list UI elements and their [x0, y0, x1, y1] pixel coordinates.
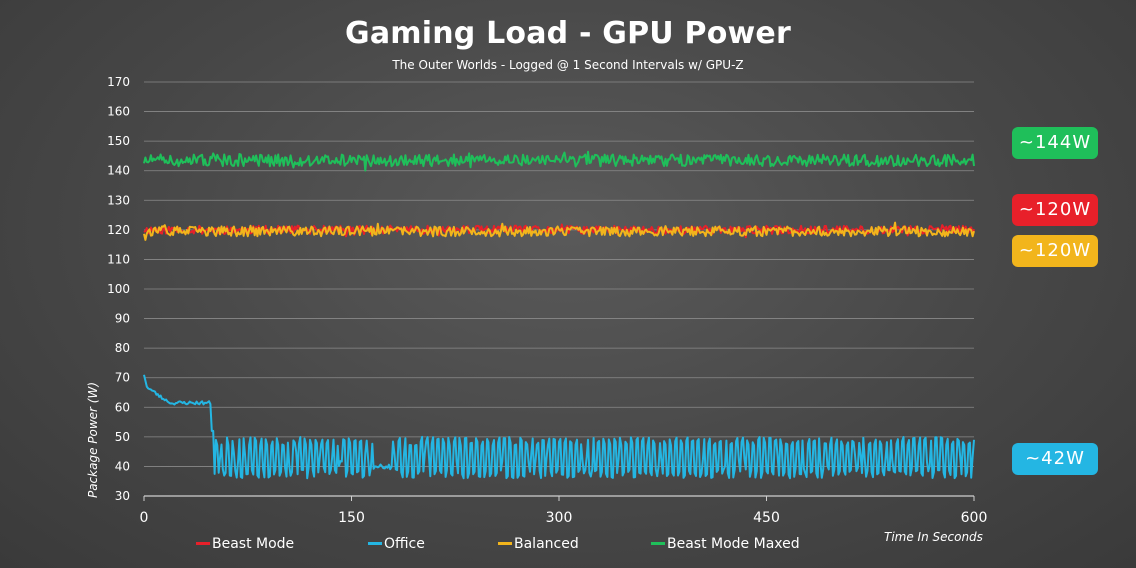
grid-lines [144, 81, 974, 497]
x-axis-title: Time In Seconds [884, 530, 983, 544]
annotation-badge-office: ~42W [1012, 443, 1098, 475]
legend-label: Beast Mode Maxed [667, 536, 800, 552]
x-tick-label: 600 [961, 510, 988, 526]
y-tick-label: 160 [107, 105, 130, 119]
series-line-office [143, 374, 975, 480]
series-line-beast-mode-maxed [143, 150, 975, 172]
y-tick-label: 50 [115, 430, 130, 444]
y-tick-label: 30 [115, 489, 130, 503]
legend-item-beast-maxed: Beast Mode Maxed [651, 536, 800, 552]
legend-item-beast-mode: Beast Mode [196, 536, 294, 552]
x-tick-label: 0 [140, 510, 149, 526]
x-tick-label: 450 [753, 510, 780, 526]
legend-label: Office [384, 536, 425, 552]
y-tick-labels: 30 40 50 60 70 80 90 100 110 120 130 140 150 160 170 [107, 75, 130, 503]
y-tick-label: 40 [115, 459, 130, 473]
x-tick-label: 300 [546, 510, 573, 526]
chart-subtitle: The Outer Worlds - Logged @ 1 Second Int… [392, 58, 744, 72]
y-tick-label: 100 [107, 282, 130, 296]
chart-title: Gaming Load - GPU Power [345, 16, 791, 51]
y-tick-label: 140 [107, 164, 130, 178]
y-tick-label: 70 [115, 371, 130, 385]
y-tick-label: 110 [107, 252, 130, 266]
y-tick-label: 130 [107, 193, 130, 207]
annotation-badge-balanced: ~120W [1012, 235, 1098, 267]
y-tick-label: 120 [107, 223, 130, 237]
annotation-badge-beast-mode: ~120W [1012, 194, 1098, 226]
legend-label: Beast Mode [212, 536, 295, 552]
legend-swatch-balanced [498, 541, 512, 545]
annotation-badge-beast-maxed: ~144W [1012, 127, 1098, 159]
legend: Beast Mode Office Balanced Beast Mode Ma… [0, 536, 1136, 556]
y-tick-label: 170 [107, 75, 130, 89]
legend-label: Balanced [514, 536, 579, 552]
y-axis-title: Package Power (W) [86, 381, 100, 499]
y-tick-label: 80 [115, 341, 130, 355]
legend-swatch-beast-maxed [651, 541, 665, 545]
legend-item-office: Office [368, 536, 425, 552]
y-tick-label: 90 [115, 312, 130, 326]
series-line-balanced [143, 221, 975, 241]
legend-item-balanced: Balanced [498, 536, 579, 552]
y-tick-label: 150 [107, 134, 130, 148]
x-tick-label: 150 [338, 510, 365, 526]
legend-swatch-beast-mode [196, 541, 210, 545]
legend-swatch-office [368, 541, 382, 545]
x-tick-labels: 0 150 300 450 600 [140, 496, 988, 526]
series-lines [143, 150, 975, 480]
y-tick-label: 60 [115, 400, 130, 414]
